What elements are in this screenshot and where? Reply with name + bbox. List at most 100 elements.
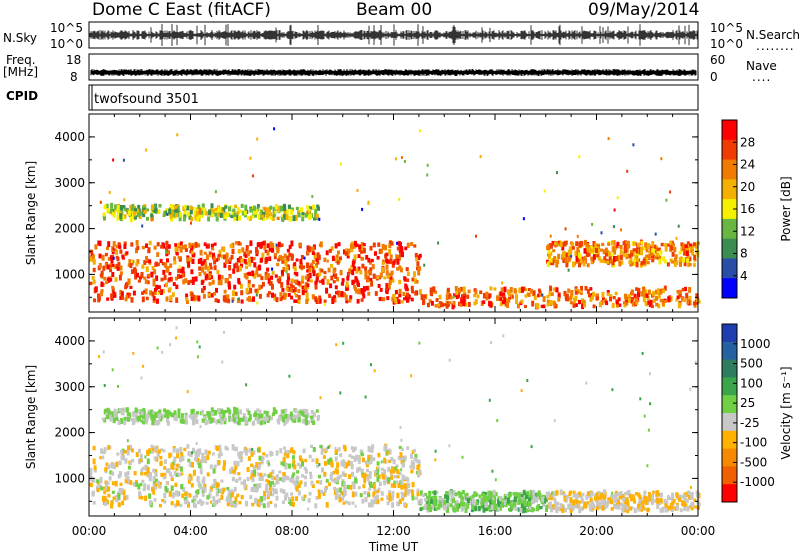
power-echo-cell bbox=[586, 263, 590, 268]
nsky-tick-bottom: 10^0 bbox=[50, 37, 83, 51]
velocity-echo-cell bbox=[387, 477, 391, 483]
velocity-echo-cell bbox=[288, 374, 291, 378]
power-echo-cell bbox=[397, 299, 401, 305]
velocity-colorbar-segment bbox=[722, 413, 737, 432]
power-echo-cell bbox=[232, 268, 236, 274]
velocity-echo-cell bbox=[244, 420, 248, 425]
power-echo-cell bbox=[174, 205, 178, 211]
velocity-echo-cell bbox=[251, 447, 254, 451]
velocity-echo-cell bbox=[177, 412, 181, 419]
power-echo-cell bbox=[100, 289, 104, 293]
power-echo-cell bbox=[108, 191, 111, 194]
power-echo-cell bbox=[388, 240, 392, 246]
nsky-trace bbox=[88, 24, 699, 46]
velocity-echo-cell bbox=[693, 498, 697, 502]
power-echo-cell bbox=[271, 270, 275, 275]
power-echo-cell bbox=[352, 265, 356, 271]
velocity-echo-cell bbox=[157, 421, 161, 425]
velocity-echo-cell bbox=[223, 420, 227, 425]
velocity-echo-cell bbox=[244, 452, 248, 456]
power-echo-cell bbox=[429, 287, 433, 293]
power-echo-cell bbox=[385, 264, 389, 270]
power-echo-cell bbox=[671, 243, 675, 247]
velocity-echo-cell bbox=[384, 475, 388, 479]
power-echo-cell bbox=[91, 254, 95, 259]
power-echo-cell bbox=[524, 288, 528, 292]
velocity-echo-cell bbox=[515, 502, 519, 506]
power-echo-cell bbox=[449, 296, 453, 300]
velocity-echo-cell bbox=[569, 497, 573, 503]
velocity-echo-cell bbox=[664, 503, 668, 508]
velocity-echo-cell bbox=[173, 456, 177, 462]
velocity-echo-cell bbox=[574, 503, 578, 509]
velocity-echo-cell bbox=[295, 486, 299, 492]
power-echo-cell bbox=[110, 208, 113, 214]
power-echo-cell bbox=[403, 277, 407, 282]
velocity-echo-cell bbox=[201, 452, 205, 458]
velocity-echo-cell bbox=[113, 411, 117, 418]
power-echo-cell bbox=[277, 278, 281, 283]
velocity-echo-cell bbox=[230, 467, 234, 471]
power-echo-cell bbox=[247, 279, 251, 284]
velocity-echo-cell bbox=[179, 503, 183, 508]
power-echo-cell bbox=[109, 268, 113, 273]
velocity-echo-cell bbox=[381, 467, 385, 472]
power-echo-cell bbox=[198, 208, 202, 215]
power-echo-cell bbox=[98, 263, 102, 269]
velocity-echo-cell bbox=[697, 502, 701, 507]
power-echo-cell bbox=[403, 297, 407, 301]
velocity-echo-cell bbox=[451, 498, 455, 504]
power-echo-cell bbox=[175, 284, 179, 290]
velocity-echo-cell bbox=[158, 481, 162, 485]
power-echo-cell bbox=[475, 234, 477, 238]
power-echo-cell bbox=[236, 207, 240, 213]
velocity-echo-cell bbox=[454, 492, 458, 497]
velocity-echo-cell bbox=[502, 500, 506, 506]
velocity-echo-cell bbox=[376, 494, 379, 500]
velocity-echo-cell bbox=[644, 496, 648, 500]
velocity-echo-cell bbox=[220, 409, 224, 415]
velocity-echo-cell bbox=[327, 445, 330, 449]
power-echo-cell bbox=[113, 265, 117, 269]
power-echo-cell bbox=[334, 273, 338, 279]
velocity-echo-cell bbox=[623, 508, 627, 513]
power-echo-cell bbox=[390, 270, 394, 276]
velocity-echo-cell bbox=[278, 470, 282, 474]
power-echo-cell bbox=[256, 137, 259, 141]
velocity-echo-cell bbox=[301, 474, 305, 478]
velocity-echo-cell bbox=[367, 502, 371, 508]
power-echo-cell bbox=[211, 243, 214, 250]
velocity-echo-cell bbox=[401, 494, 405, 501]
velocity-echo-cell bbox=[254, 497, 258, 504]
power-echo-cell bbox=[168, 287, 172, 292]
power-echo-cell bbox=[645, 293, 649, 298]
power-echo-cell bbox=[362, 294, 366, 299]
power-echo-cell bbox=[237, 297, 240, 301]
velocity-echo-cell bbox=[360, 468, 364, 475]
velocity-echo-cell bbox=[154, 472, 158, 477]
velocity-echo-cell bbox=[234, 464, 238, 471]
power-echo-cell bbox=[518, 287, 522, 294]
velocity-echo-cell bbox=[680, 495, 684, 499]
velocity-echo-cell bbox=[373, 495, 377, 501]
power-echo-cell bbox=[186, 257, 190, 264]
power-echo-cell bbox=[250, 298, 254, 302]
velocity-echo-cell bbox=[307, 507, 310, 511]
velocity-echo-cell bbox=[283, 446, 286, 450]
power-echo-cell bbox=[247, 257, 251, 263]
power-echo-cell bbox=[228, 265, 232, 271]
power-echo-cell bbox=[260, 209, 264, 216]
velocity-echo-cell bbox=[593, 496, 597, 501]
velocity-echo-cell bbox=[273, 488, 277, 492]
velocity-echo-cell bbox=[431, 490, 435, 495]
velocity-echo-cell bbox=[372, 483, 376, 489]
velocity-echo-cell bbox=[658, 492, 662, 497]
power-echo-cell bbox=[271, 242, 275, 248]
power-echo-cell bbox=[286, 255, 290, 262]
velocity-echo-cell bbox=[392, 469, 396, 474]
velocity-echo-cell bbox=[486, 505, 490, 511]
velocity-echo-cell bbox=[231, 444, 235, 450]
power-echo-cell bbox=[123, 198, 126, 202]
velocity-echo-cell bbox=[166, 413, 170, 419]
velocity-echo-cell bbox=[419, 490, 423, 496]
